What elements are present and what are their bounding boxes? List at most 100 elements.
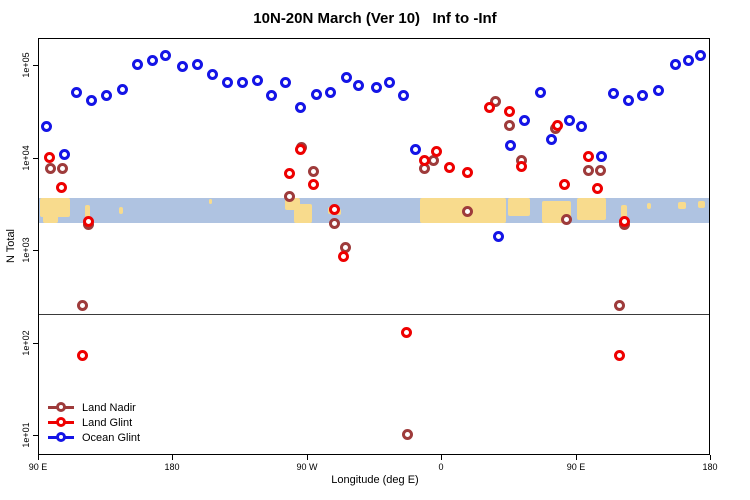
data-point-ocean-glint (176, 61, 188, 73)
data-point-ocean-glint (117, 83, 129, 95)
data-point-ocean-glint (505, 140, 517, 152)
land-segment (678, 201, 686, 210)
data-point-ocean-glint (251, 74, 263, 86)
data-point-ocean-glint (683, 54, 695, 66)
data-point-ocean-glint (575, 121, 587, 133)
data-point-land-nadir (402, 428, 414, 440)
data-point-land-nadir (614, 299, 626, 311)
threshold-line (39, 314, 709, 315)
land-segment (646, 202, 652, 210)
x-tick-label: 90 E (566, 462, 586, 472)
x-tick-label: 180 (702, 462, 718, 472)
data-point-ocean-glint (370, 82, 382, 94)
x-tick-mark (172, 455, 173, 460)
data-point-ocean-glint (341, 71, 353, 83)
data-point-land-glint (430, 145, 442, 157)
ocean-glint-marker-icon (48, 432, 74, 442)
data-point-land-glint (82, 215, 94, 227)
x-tick-mark (710, 455, 711, 460)
data-point-ocean-glint (324, 86, 336, 98)
x-tick-mark (307, 455, 308, 460)
data-point-ocean-glint (132, 58, 144, 70)
data-point-land-nadir (462, 205, 474, 217)
x-axis-label: Longitude (deg E) (331, 474, 419, 486)
data-point-ocean-glint (397, 89, 409, 101)
data-point-ocean-glint (353, 80, 365, 92)
data-point-ocean-glint (608, 87, 620, 99)
data-point-land-glint (583, 151, 595, 163)
data-point-land-glint (614, 350, 626, 362)
data-point-ocean-glint (40, 121, 52, 133)
data-point-land-glint (418, 155, 430, 167)
land-glint-marker-icon (48, 417, 74, 427)
y-tick-mark (33, 250, 38, 251)
data-point-ocean-glint (160, 49, 172, 61)
data-point-ocean-glint (100, 89, 112, 101)
x-tick-label: 0 (438, 462, 444, 472)
data-point-land-glint (592, 183, 603, 195)
data-point-land-nadir (503, 119, 515, 131)
y-tick-label: 1e+03 (21, 237, 31, 263)
data-point-land-nadir (57, 163, 69, 175)
data-point-ocean-glint (535, 86, 547, 98)
data-point-land-nadir (560, 213, 572, 225)
y-axis-label: N Total (5, 228, 17, 264)
data-point-land-glint (618, 215, 630, 227)
data-point-land-glint (551, 119, 563, 131)
x-tick-mark (38, 455, 39, 460)
x-tick-label: 90 W (296, 462, 318, 472)
x-tick-label: 180 (164, 462, 180, 472)
x-tick-mark (441, 455, 442, 460)
data-point-land-glint (329, 204, 341, 216)
land-segment (620, 205, 627, 219)
legend-item-land-glint: Land Glint (48, 415, 140, 430)
land-segment (697, 200, 705, 209)
legend-label-land-nadir: Land Nadir (82, 401, 136, 414)
x-tick-mark (576, 455, 577, 460)
data-point-ocean-glint (636, 89, 648, 101)
land-segment (507, 198, 531, 216)
data-point-land-nadir (284, 190, 296, 202)
data-point-land-glint (559, 178, 571, 190)
legend-label-land-glint: Land Glint (82, 416, 133, 429)
data-point-ocean-glint (70, 86, 82, 98)
data-point-ocean-glint (311, 89, 323, 101)
data-point-ocean-glint (191, 58, 203, 70)
data-point-ocean-glint (384, 76, 396, 88)
data-point-land-glint (308, 179, 320, 191)
data-point-ocean-glint (653, 84, 665, 96)
data-point-land-glint (284, 168, 296, 180)
data-point-ocean-glint (206, 69, 218, 81)
data-point-ocean-glint (596, 151, 608, 163)
data-point-ocean-glint (409, 143, 421, 155)
data-point-land-glint (484, 101, 496, 113)
data-point-ocean-glint (545, 134, 557, 146)
land-segment (84, 205, 90, 219)
data-point-land-glint (294, 143, 306, 155)
data-point-ocean-glint (236, 76, 248, 88)
data-point-ocean-glint (518, 114, 530, 126)
data-point-land-nadir (329, 217, 341, 229)
data-point-ocean-glint (58, 149, 70, 161)
data-point-land-glint (400, 327, 412, 339)
data-point-land-glint (76, 350, 88, 362)
data-point-land-nadir (76, 299, 88, 311)
y-tick-mark (33, 343, 38, 344)
data-point-land-glint (43, 152, 55, 164)
y-tick-label: 1e+02 (21, 330, 31, 356)
y-tick-label: 1e+01 (21, 422, 31, 448)
data-point-land-nadir (583, 164, 595, 176)
data-point-land-glint (55, 182, 67, 194)
legend-item-ocean-glint: Ocean Glint (48, 430, 140, 445)
y-tick-label: 1e+05 (21, 52, 31, 78)
legend-label-ocean-glint: Ocean Glint (82, 431, 141, 444)
data-point-land-glint (515, 161, 527, 173)
data-point-ocean-glint (623, 95, 635, 107)
legend: Land Nadir Land Glint Ocean Glint (48, 400, 140, 445)
chart-title: 10N-20N March (Ver 10) Inf to -Inf (253, 10, 497, 27)
data-point-ocean-glint (279, 76, 291, 88)
y-tick-label: 1e+04 (21, 145, 31, 171)
data-point-ocean-glint (669, 58, 681, 70)
data-point-ocean-glint (493, 230, 505, 242)
